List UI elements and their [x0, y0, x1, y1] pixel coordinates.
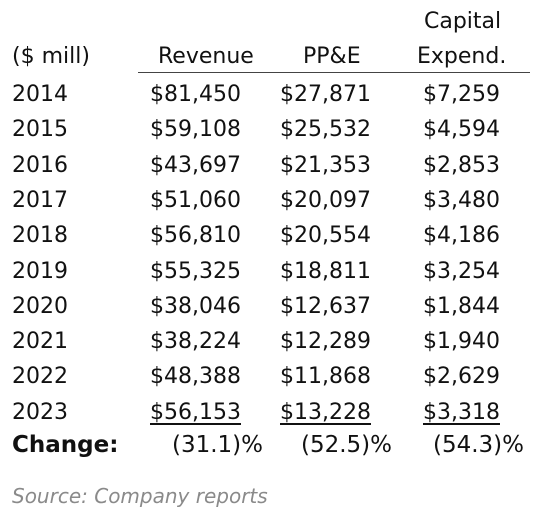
cell-ppe: $11,868	[280, 364, 371, 390]
header-capex-line2: Expend.	[417, 44, 507, 69]
header-unit-label: ($ mill)	[12, 44, 90, 69]
cell-revenue: $43,697	[150, 152, 241, 178]
cell-revenue: $56,153	[150, 399, 241, 425]
cell-revenue: $59,108	[150, 117, 241, 143]
cell-year: 2022	[12, 364, 68, 390]
cell-ppe: $18,811	[280, 258, 371, 284]
cell-revenue: $51,060	[150, 187, 241, 213]
change-ppe: (52.5)%	[301, 432, 393, 458]
cell-revenue: $38,046	[150, 293, 241, 319]
cell-revenue: $48,388	[150, 364, 241, 390]
cell-capex: $3,318	[423, 399, 500, 425]
cell-year: 2021	[12, 329, 68, 355]
source-note: Source: Company reports	[12, 484, 268, 508]
cell-year: 2020	[12, 293, 68, 319]
cell-capex: $3,480	[423, 187, 500, 213]
cell-capex: $4,594	[423, 117, 500, 143]
cell-revenue: $81,450	[150, 82, 241, 107]
header-capex-line1: Capital	[424, 9, 502, 34]
cell-capex: $2,853	[423, 152, 500, 178]
cell-capex: $1,844	[423, 293, 500, 319]
cell-ppe: $12,637	[280, 293, 371, 319]
cell-capex: $1,940	[423, 329, 500, 355]
cell-year: 2017	[12, 187, 68, 213]
cell-capex: $4,186	[423, 223, 500, 249]
cell-ppe: $25,532	[280, 117, 371, 143]
cell-year: 2019	[12, 258, 68, 284]
cell-year: 2023	[12, 399, 68, 425]
cell-capex: $3,254	[423, 258, 500, 284]
change-label: Change:	[12, 432, 119, 458]
cell-ppe: $27,871	[280, 82, 371, 107]
cell-year: 2015	[12, 117, 68, 143]
cell-ppe: $21,353	[280, 152, 371, 178]
cell-revenue: $38,224	[150, 329, 241, 355]
cell-revenue: $55,325	[150, 258, 241, 284]
cell-year: 2014	[12, 82, 68, 107]
cell-capex: $7,259	[423, 82, 500, 107]
cell-year: 2016	[12, 152, 68, 178]
cell-ppe: $12,289	[280, 329, 371, 355]
cell-capex: $2,629	[423, 364, 500, 390]
cell-ppe: $13,228	[280, 399, 371, 425]
change-revenue: (31.1)%	[172, 432, 264, 458]
header-revenue: Revenue	[158, 44, 254, 69]
header-ppe: PP&E	[303, 44, 361, 69]
cell-revenue: $56,810	[150, 223, 241, 249]
cell-year: 2018	[12, 223, 68, 249]
cell-ppe: $20,554	[280, 223, 371, 249]
header-rule	[138, 72, 530, 73]
cell-ppe: $20,097	[280, 187, 371, 213]
change-capex: (54.3)%	[433, 432, 525, 458]
